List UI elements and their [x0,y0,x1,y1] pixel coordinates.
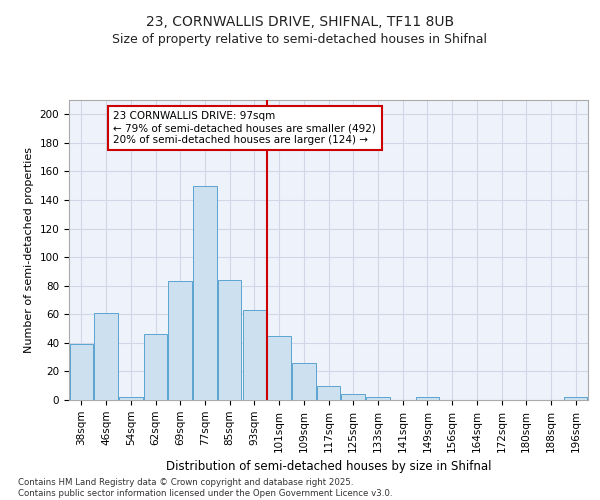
Bar [416,397,439,400]
Bar [366,397,389,400]
Bar [341,394,365,400]
Bar [70,344,93,400]
Bar [218,280,241,400]
Bar [119,397,143,400]
Bar [564,397,587,400]
Bar [144,334,167,400]
Bar [193,186,217,400]
Bar [94,313,118,400]
Bar [169,282,192,400]
Y-axis label: Number of semi-detached properties: Number of semi-detached properties [24,147,34,353]
X-axis label: Distribution of semi-detached houses by size in Shifnal: Distribution of semi-detached houses by … [166,460,491,473]
Bar [268,336,291,400]
Bar [317,386,340,400]
Text: 23 CORNWALLIS DRIVE: 97sqm
← 79% of semi-detached houses are smaller (492)
20% o: 23 CORNWALLIS DRIVE: 97sqm ← 79% of semi… [113,112,376,144]
Text: Contains HM Land Registry data © Crown copyright and database right 2025.
Contai: Contains HM Land Registry data © Crown c… [18,478,392,498]
Bar [242,310,266,400]
Text: 23, CORNWALLIS DRIVE, SHIFNAL, TF11 8UB: 23, CORNWALLIS DRIVE, SHIFNAL, TF11 8UB [146,15,454,29]
Text: Size of property relative to semi-detached houses in Shifnal: Size of property relative to semi-detach… [113,32,487,46]
Bar [292,363,316,400]
